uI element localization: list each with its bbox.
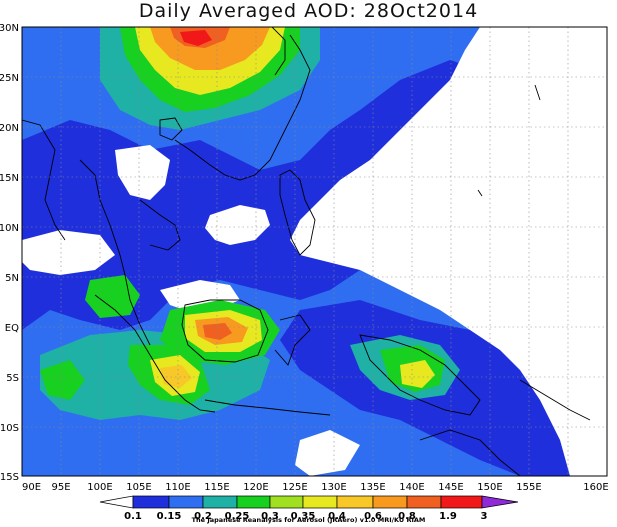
colorbar-labels: 0.1 0.15 0.2 0.25 0.3 0.35 0.4 0.6 0.8 1… [124,511,487,522]
lon-label: 95E [51,482,70,493]
lat-label: 10N [0,223,19,234]
map-title: Daily Averaged AOD: 28Oct2014 [138,0,479,22]
lon-label: 130E [321,482,346,493]
lat-label: 20N [0,123,19,134]
colorbar-label: 0.1 [124,511,142,522]
coastline-gulf-thailand [139,199,181,251]
aod-band-green-malay [85,275,140,318]
lon-label: 135E [360,482,385,493]
coastline-sulawesi [274,314,311,366]
coastlines [22,27,591,476]
lon-label: 125E [282,482,307,493]
aod-band-yellow-newguinea [400,360,435,388]
gridlines [22,27,607,476]
coastline-hainan [159,117,183,141]
coastline-australia [419,429,521,476]
aod-band-low-south [295,430,360,476]
lon-label: 155E [516,482,541,493]
lat-label: 10S [0,423,19,434]
coastline-taiwan [271,27,286,76]
coastline-java [204,399,331,416]
colorbar-swatch [302,495,338,509]
lon-labels: 90E 95E 100E 105E 110E 115E 120E 125E 13… [22,482,609,493]
aod-band-low-andaman [22,230,115,275]
coastline-island-a [534,84,541,101]
lat-label: 15N [0,173,19,184]
lat-label: 30N [0,23,19,34]
colorbar-label: 1.9 [439,511,457,522]
aod-band-orange-sumatra [160,365,192,388]
coastline-india [22,119,66,241]
lon-label: 160E [583,482,608,493]
coastline-solomon [519,379,591,421]
plot-frame [21,26,608,477]
colorbar-low-arrow [99,495,134,509]
colorbar-swatch [168,495,204,509]
colorbar-label: 0.3 [261,511,279,522]
colorbar-swatch [336,495,374,509]
coastline-island-b [477,189,483,197]
colorbar-swatch [269,495,304,509]
aod-field [22,27,607,476]
lon-label: 100E [87,482,112,493]
colorbar-high-arrow [481,495,519,509]
aod-band-low-east [290,27,607,476]
colorbar-swatch [132,495,170,509]
coastline-borneo [181,299,269,363]
lon-label: 110E [165,482,190,493]
coastline-china [174,34,311,181]
lon-label: 120E [243,482,268,493]
colorbar-label: 3 [481,511,488,522]
aod-band-low-center [205,205,270,245]
colorbar: 0.1 0.15 0.2 0.25 0.3 0.35 0.4 0.6 0.8 1… [99,495,519,522]
aod-band-dark-north [22,60,500,330]
colorbar-swatch [406,495,442,509]
lat-label: EQ [5,323,19,334]
coastline-indochina [79,159,151,346]
lat-label: 15S [0,472,19,483]
colorbar-swatch [236,495,271,509]
aod-band-green-indian [40,360,85,400]
lon-label: 140E [399,482,424,493]
coastline-newguinea [359,334,481,416]
colorbar-swatch [372,495,408,509]
colorbar-label: 0.6 [364,511,382,522]
colorbar-label: 0.15 [157,511,182,522]
colorbar-label: 0.25 [225,511,250,522]
aod-band-core-north [180,30,212,46]
colorbar-swatch [202,495,238,509]
lon-label: 105E [126,482,151,493]
lon-label: 145E [438,482,463,493]
lat-label: 25N [0,73,19,84]
coastline-sumatra [94,294,216,413]
colorbar-label: 0.4 [328,511,346,522]
credit-line: The Japanese Reanalysis for Aerosol (JRA… [191,516,426,524]
coastline-philippines [279,169,316,256]
lat-labels: 30N 25N 20N 15N 10N 5N EQ 5S 10S 15S [0,23,19,483]
aod-band-low-west [115,145,170,200]
colorbar-label: 0.35 [291,511,316,522]
lon-label: 150E [477,482,502,493]
lat-label: 5S [6,373,19,384]
lat-label: 5N [5,273,19,284]
colorbar-label: 0.8 [398,511,416,522]
colorbar-swatch [440,495,483,509]
lon-label: 90E [22,482,41,493]
colorbar-label: 0.2 [194,511,212,522]
lon-label: 115E [204,482,229,493]
